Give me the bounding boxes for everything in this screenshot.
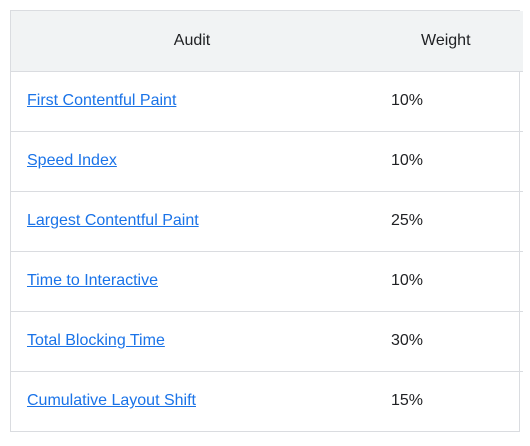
table-row: Speed Index 10% [11, 131, 523, 191]
table-row: Cumulative Layout Shift 15% [11, 371, 523, 431]
table-header: Audit Weight [11, 11, 523, 72]
weight-cell: 10% [391, 272, 424, 289]
weight-cell: 30% [391, 332, 424, 349]
table-row: Total Blocking Time 30% [11, 311, 523, 371]
table-body: First Contentful Paint 10% Speed Index 1… [11, 71, 523, 431]
audit-cell: Largest Contentful Paint [11, 191, 373, 251]
audit-cell: Total Blocking Time [11, 311, 373, 371]
audit-weights-table-container: Audit Weight First Contentful Paint 10% … [10, 10, 523, 432]
audit-link-speed-index[interactable]: Speed Index [27, 152, 117, 169]
audit-link-cumulative-layout-shift[interactable]: Cumulative Layout Shift [27, 392, 196, 410]
audit-link-total-blocking-time[interactable]: Total Blocking Time [27, 332, 165, 349]
header-weight: Weight [373, 11, 523, 72]
audit-link-time-to-interactive[interactable]: Time to Interactive [27, 272, 159, 289]
table-row: Time to Interactive 10% [11, 251, 523, 311]
table-row: Largest Contentful Paint 25% [11, 191, 523, 251]
audit-cell: Time to Interactive [11, 251, 373, 311]
weight-cell: 10% [391, 92, 424, 109]
audit-cell: First Contentful Paint [11, 71, 373, 131]
weight-cell: 25% [391, 212, 424, 229]
table-row: First Contentful Paint 10% [11, 71, 523, 131]
audit-link-first-contentful-paint[interactable]: First Contentful Paint [27, 92, 177, 109]
audit-cell: Cumulative Layout Shift [11, 371, 373, 431]
audit-link-largest-contentful-paint[interactable]: Largest Contentful Paint [27, 212, 199, 229]
audit-cell: Speed Index [11, 131, 373, 191]
header-audit: Audit [11, 11, 373, 72]
audit-weights-table: Audit Weight First Contentful Paint 10% … [11, 11, 523, 431]
weight-cell: 10% [391, 152, 424, 169]
weight-cell: 15% [391, 392, 424, 410]
header-row: Audit Weight [11, 11, 523, 72]
